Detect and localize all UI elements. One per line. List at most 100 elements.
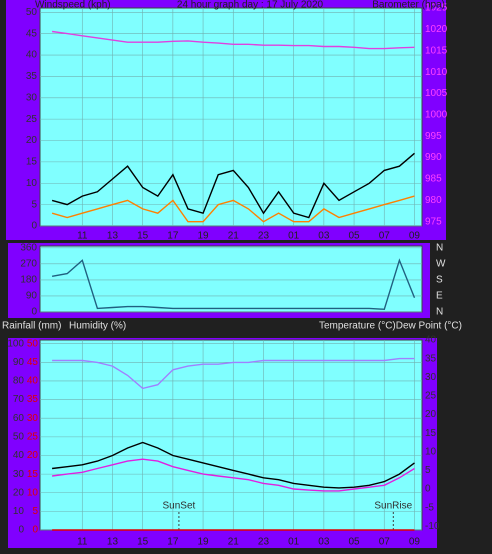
plot-area [39,245,423,313]
rain-tick-label: 0 [32,525,38,536]
x-tick-label: 23 [258,231,270,242]
series-line [52,357,415,390]
x-tick-label: 13 [107,537,119,548]
x-tick-label: 01 [288,231,300,242]
x-tick-label: 19 [198,537,210,548]
x-tick-label: 13 [107,231,119,242]
x-tick-label: 15 [137,231,149,242]
x-tick-label: 21 [228,537,240,548]
y2-tick-label: 1005 [425,88,448,99]
rain-tick-label: 45 [27,357,39,368]
y2-tick-label: S [436,275,443,286]
y-tick-label: 60 [13,413,25,424]
y-axis-label: Rainfall (mm) [2,321,61,332]
x-tick-label: 09 [409,537,421,548]
x-tick-label: 11 [77,231,88,242]
y2-tick-label: W [436,258,446,269]
y-tick-label: 45 [26,28,38,39]
y2-tick-label: 1000 [425,110,448,121]
y-tick-label: 20 [13,487,25,498]
y-tick-label: 270 [20,258,37,269]
y2-tick-label: E [436,291,443,302]
y2-tick-label: 5 [425,465,431,476]
y2-tick-label: -10 [425,521,440,532]
x-tick-label: 09 [409,231,421,242]
y2-tick-label: 975 [425,216,442,227]
rain-tick-label: 5 [32,506,38,517]
rain-tick-label: 40 [27,376,39,387]
y-tick-label: 40 [13,450,25,461]
series-line [51,258,416,311]
y-tick-label: 80 [13,376,25,387]
series-line [52,30,415,50]
chart-title: 24 hour graph day : 17 July 2020 [177,0,324,11]
y-tick-label: 5 [31,199,37,210]
x-tick-label: 15 [137,537,149,548]
x-tick-label: 23 [258,537,270,548]
y-tick-label: 10 [26,178,38,189]
plot-area [39,7,423,227]
y-tick-label: 35 [26,71,38,82]
rain-tick-label: 50 [27,338,39,349]
rain-tick-label: 20 [27,450,39,461]
series-line [51,152,415,219]
y-axis-label: Windspeed (kph) [35,0,111,11]
x-tick-label: 07 [379,231,391,242]
y-tick-label: 50 [26,7,38,18]
y2-tick-label: 995 [425,131,442,142]
y2-tick-label: -5 [425,502,434,513]
x-tick-label: 11 [77,537,88,548]
y-tick-label: 25 [26,114,38,125]
annotation: SunSet [163,501,196,512]
y-tick-label: 0 [31,307,37,318]
x-tick-label: 03 [318,231,330,242]
y-tick-label: 30 [13,469,25,480]
rain-tick-label: 30 [27,413,39,424]
y-tick-label: 10 [13,506,25,517]
y2-tick-label: 35 [425,353,437,364]
y2-tick-label: 985 [425,174,442,185]
plot-area [39,339,423,531]
x-tick-label: 19 [198,231,210,242]
y2-axis-label: Temperature (°C)Dew Point (°C) [319,321,462,332]
y2-tick-label: 980 [425,195,442,206]
rain-tick-label: 35 [27,394,39,405]
y-tick-label: 20 [26,135,38,146]
rain-tick-label: 10 [27,487,39,498]
y2-tick-label: N [436,242,443,253]
y2-tick-label: 1020 [425,24,448,35]
y2-tick-label: 15 [425,428,437,439]
y2-tick-label: 1010 [425,67,448,78]
y2-tick-label: 990 [425,152,442,163]
y-tick-label: 50 [13,432,25,443]
y-tick-label: 0 [31,221,37,232]
y2-tick-label: 0 [425,484,431,495]
x-tick-label: 03 [318,537,330,548]
x-tick-label: 21 [228,231,240,242]
annotation: SunRise [374,501,412,512]
y2-tick-label: 1025 [425,3,448,14]
y2-tick-label: 20 [425,409,437,420]
y2-tick-label: 25 [425,391,437,402]
y-tick-label: 70 [13,394,25,405]
y-tick-label: 100 [7,338,24,349]
rain-tick-label: 25 [27,432,39,443]
rain-tick-label: 15 [27,469,39,480]
x-tick-label: 01 [288,537,300,548]
series-line [51,195,415,223]
y-tick-label: 40 [26,50,38,61]
y-tick-label: 30 [26,92,38,103]
y-tick-label: 90 [13,357,25,368]
x-tick-label: 17 [167,537,179,548]
y2-tick-label: 1015 [425,45,448,56]
y2-tick-label: N [436,307,443,318]
y2-tick-label: 40 [425,335,437,346]
y-axis-label: Humidity (%) [69,321,126,332]
y-tick-label: 180 [20,275,37,286]
series-line [52,458,415,492]
x-tick-label: 07 [379,537,391,548]
y-tick-label: 0 [18,525,24,536]
y-tick-label: 360 [20,242,37,253]
y-tick-label: 15 [26,157,38,168]
